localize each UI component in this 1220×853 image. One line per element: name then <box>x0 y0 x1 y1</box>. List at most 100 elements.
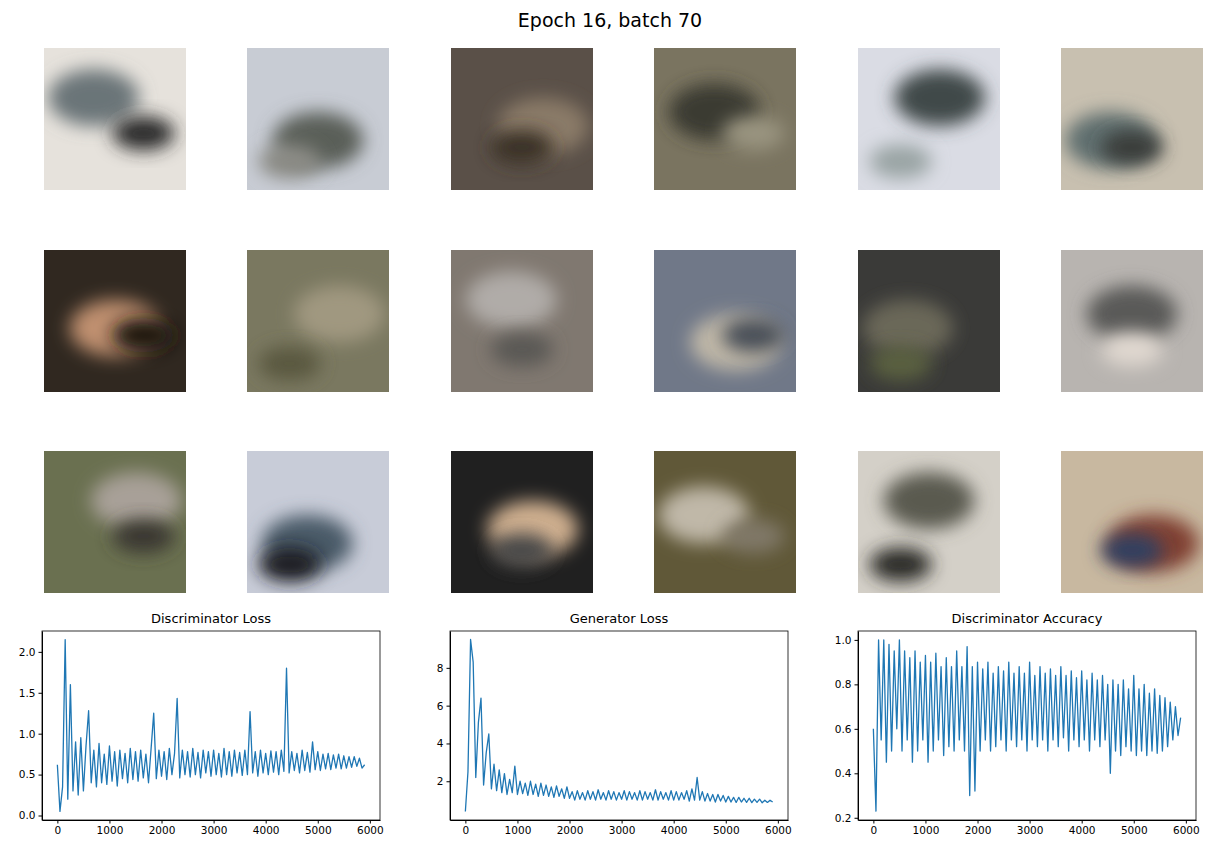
y-tick: 2 <box>437 775 450 787</box>
generated-image <box>44 451 186 593</box>
generated-image <box>247 451 389 593</box>
generated-image <box>451 451 593 593</box>
plot-background <box>858 631 1196 820</box>
image-blob <box>1101 130 1163 164</box>
x-tick-label: 6000 <box>765 824 792 836</box>
image-blob <box>869 145 931 179</box>
x-axis: 0100020003000400050006000 <box>43 820 384 836</box>
y-tick-label: 0.2 <box>835 812 852 824</box>
plot-background <box>450 631 788 820</box>
x-tick-label: 5000 <box>713 824 740 836</box>
x-tick-label: 4000 <box>253 824 280 836</box>
x-tick-label: 2000 <box>965 824 992 836</box>
image-background <box>654 250 796 392</box>
image-blob <box>491 332 553 366</box>
chart: 01000200030004000500060002468Generator L… <box>437 611 792 836</box>
x-tick-label: 0 <box>463 824 470 836</box>
x-tick: 6000 <box>1173 820 1200 836</box>
axes-frame <box>42 631 380 820</box>
x-tick-label: 3000 <box>1017 824 1044 836</box>
y-tick-mark <box>855 684 859 685</box>
y-tick-mark <box>447 743 451 744</box>
y-tick-mark <box>447 668 451 669</box>
image-blob <box>258 548 320 582</box>
y-tick-label: 1.0 <box>835 634 852 646</box>
x-tick: 6000 <box>765 820 792 836</box>
x-tick-label: 5000 <box>1121 824 1148 836</box>
y-tick: 0.6 <box>835 723 858 735</box>
x-tick: 2000 <box>557 820 584 836</box>
y-axis: 0.2 0.4 0.6 0.8 1.0 <box>835 632 859 824</box>
image-blob <box>722 519 784 553</box>
image-background <box>654 48 796 190</box>
y-tick: 0.5 <box>19 768 42 780</box>
generated-image <box>654 451 796 593</box>
series-line <box>57 640 364 812</box>
generated-image <box>858 250 1000 392</box>
axes-frame <box>858 631 1196 820</box>
figure: Epoch 16, batch 70 0 1000 2000 3000 4000 5000 6… <box>0 0 1220 853</box>
image-blob <box>869 347 931 381</box>
x-tick: 3000 <box>609 820 636 836</box>
generated-image <box>44 48 186 190</box>
chart-title: Discriminator Loss <box>151 611 271 626</box>
y-axis: 2468 <box>437 632 451 821</box>
image-blob <box>869 548 931 582</box>
image-blob <box>491 130 553 164</box>
y-tick: 0.4 <box>835 767 858 779</box>
y-tick-label: 1.0 <box>19 728 36 740</box>
image-blob <box>491 533 553 567</box>
image-background <box>858 250 1000 392</box>
generated-image <box>1061 48 1203 190</box>
y-tick-mark <box>39 652 43 653</box>
figure-title: Epoch 16, batch 70 <box>518 9 702 31</box>
x-tick: 1000 <box>913 820 940 836</box>
x-tick: 4000 <box>661 820 688 836</box>
generated-image <box>1061 451 1203 593</box>
generated-image <box>654 48 796 190</box>
x-tick: 6000 <box>357 820 384 836</box>
chart: 01000200030004000500060000.00.51.01.52.0… <box>19 611 384 836</box>
y-tick-mark <box>39 816 43 817</box>
image-blob <box>48 69 139 126</box>
image-background <box>247 451 389 593</box>
x-tick-label: 1000 <box>913 824 940 836</box>
generated-image <box>247 250 389 392</box>
x-tick-label: 6000 <box>357 824 384 836</box>
x-axis: 0 1000 2000 3000 4000 5000 6000 <box>451 820 792 836</box>
image-background <box>44 451 186 593</box>
x-tick-label: 5000 <box>305 824 332 836</box>
axes-frame <box>450 631 788 820</box>
series-line <box>873 640 1180 811</box>
generated-image <box>247 48 389 190</box>
y-tick: 1.5 <box>19 687 42 699</box>
y-tick-label: 0.6 <box>835 723 852 735</box>
x-tick-label: 1000 <box>505 824 532 836</box>
image-background <box>247 48 389 190</box>
image-blob <box>294 286 385 343</box>
y-tick-mark <box>39 775 43 776</box>
x-tick: 4000 <box>253 820 280 836</box>
image-blob <box>258 145 320 179</box>
image-background <box>1061 48 1203 190</box>
image-blob <box>258 347 320 381</box>
y-tick: 2.0 <box>19 646 42 658</box>
image-background <box>44 250 186 392</box>
x-tick: 5000 <box>1121 820 1148 836</box>
y-tick-mark <box>855 818 859 819</box>
y-tick: 0.8 <box>835 678 858 690</box>
x-tick-label: 6000 <box>1173 824 1200 836</box>
x-tick-label: 2000 <box>149 824 176 836</box>
image-background <box>1061 250 1203 392</box>
x-tick-label: 4000 <box>661 824 688 836</box>
x-tick: 0 <box>463 820 470 836</box>
y-tick-mark <box>855 640 859 641</box>
y-tick: 6 <box>437 700 450 712</box>
y-tick-mark <box>855 729 859 730</box>
y-tick-label: 0.4 <box>835 767 852 779</box>
y-tick-mark <box>447 781 451 782</box>
x-tick-label: 3000 <box>201 824 228 836</box>
chart-title: Discriminator Accuracy <box>952 611 1103 626</box>
image-background <box>44 48 186 190</box>
image-background <box>1061 451 1203 593</box>
